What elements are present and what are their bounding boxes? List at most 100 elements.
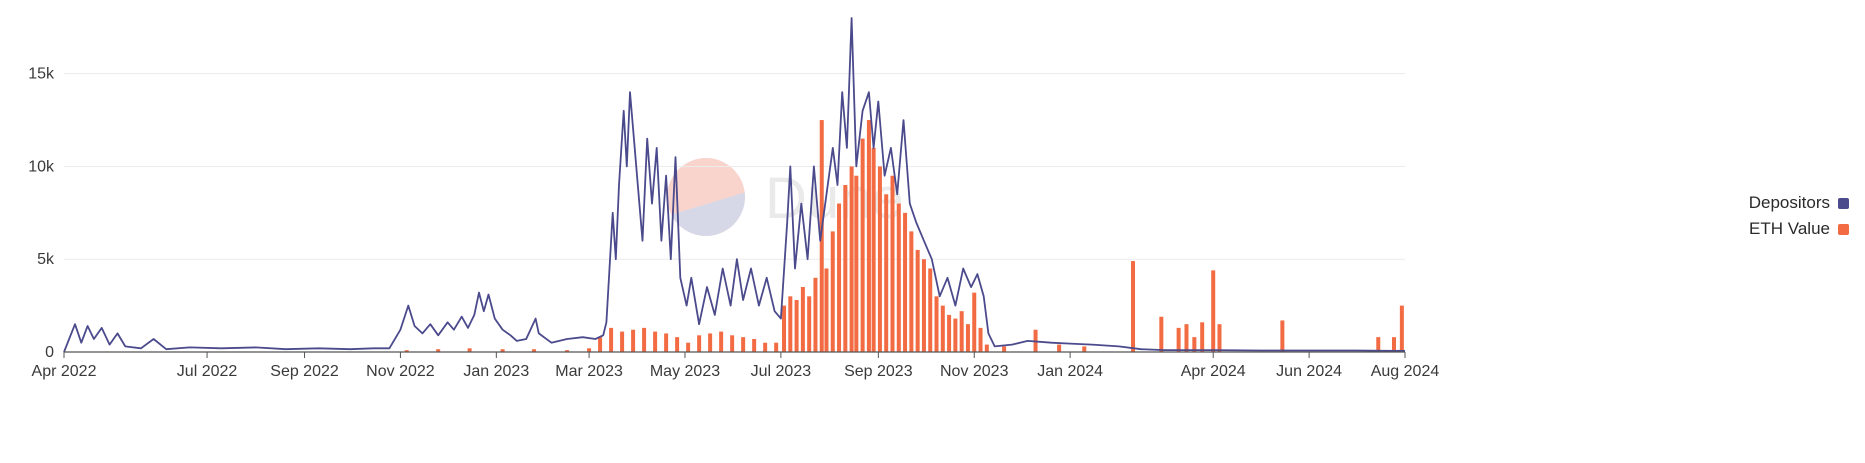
eth-value-bar [807, 296, 812, 352]
x-tick-label: Nov 2023 [940, 363, 1009, 380]
y-tick-label: 5k [37, 251, 55, 268]
eth-value-bar [587, 348, 592, 352]
eth-value-bar [697, 335, 702, 352]
eth-value-bar [708, 333, 713, 352]
eth-value-bar [620, 331, 625, 352]
eth-value-bar [837, 203, 842, 352]
eth-value-bar [1176, 327, 1181, 352]
eth-value-bar [928, 268, 933, 352]
x-tick-label: Sep 2022 [270, 363, 339, 380]
x-tick-label: Jun 2024 [1276, 363, 1342, 380]
eth-value-bar [866, 120, 871, 352]
eth-value-bar [1131, 261, 1136, 352]
eth-value-bar [1200, 322, 1205, 352]
eth-value-bar [800, 287, 805, 352]
eth-value-bar [565, 350, 570, 352]
x-tick-label: Aug 2024 [1371, 363, 1440, 380]
legend-label-eth-value: ETH Value [1749, 219, 1830, 238]
eth-value-bar [653, 331, 658, 352]
eth-value-bar [467, 348, 472, 352]
eth-value-bar [824, 268, 829, 352]
eth-value-bar [921, 259, 926, 352]
x-tick-label: Apr 2024 [1181, 363, 1246, 380]
eth-value-bar [500, 349, 505, 352]
x-tick-label: Sep 2023 [844, 363, 913, 380]
x-tick-label: Nov 2022 [366, 363, 435, 380]
eth-value-bar [730, 335, 735, 352]
eth-value-bar [934, 296, 939, 352]
eth-value-bar [903, 212, 908, 352]
legend-item-eth-value[interactable]: ETH Value [1749, 216, 1849, 242]
depositors-line-group [63, 17, 1406, 353]
eth-value-bar [915, 249, 920, 352]
eth-value-bars [404, 120, 1404, 352]
eth-value-bar [719, 331, 724, 352]
eth-value-bar [642, 327, 647, 352]
eth-value-bar [849, 166, 854, 352]
x-tick-label: May 2023 [650, 363, 720, 380]
eth-value-bar [830, 231, 835, 352]
eth-value-bar [675, 337, 680, 352]
eth-value-bar [782, 305, 787, 352]
eth-value-bar [1184, 324, 1189, 352]
eth-value-bar [532, 349, 537, 352]
eth-value-bar [877, 166, 882, 352]
eth-value-bar [972, 292, 977, 352]
y-tick-label: 10k [28, 158, 55, 175]
eth-value-bar [843, 185, 848, 352]
legend-item-depositors[interactable]: Depositors [1749, 190, 1849, 216]
eth-value-bar [1211, 270, 1216, 352]
legend-label-depositors: Depositors [1748, 193, 1830, 212]
watermark-text: Dune [765, 166, 904, 231]
x-tick-label: Jan 2023 [463, 363, 529, 380]
eth-value-bar [763, 342, 768, 352]
x-tick-label: Mar 2023 [555, 363, 623, 380]
eth-value-bar [959, 311, 964, 352]
eth-value-bar [794, 300, 799, 352]
x-tick-label: Apr 2022 [32, 363, 97, 380]
eth-value-bar [1391, 337, 1396, 352]
eth-value-bar [984, 344, 989, 352]
y-tick-label: 0 [45, 344, 54, 361]
eth-value-bar [854, 175, 859, 352]
eth-value-bar [896, 203, 901, 352]
eth-value-bar [1192, 337, 1197, 352]
legend-swatch-depositors [1838, 197, 1849, 209]
eth-value-bar [965, 324, 970, 352]
eth-value-bar [1399, 305, 1404, 352]
eth-value-bar [1002, 346, 1007, 352]
eth-value-bar [664, 333, 669, 352]
x-tick-label: Jul 2023 [751, 363, 812, 380]
eth-value-bar [860, 138, 865, 352]
eth-value-bar [953, 318, 958, 352]
eth-value-bar [686, 342, 691, 352]
eth-value-bar [813, 277, 818, 352]
eth-value-bar [909, 231, 914, 352]
eth-value-bar [1280, 320, 1285, 352]
eth-value-bar [1376, 337, 1381, 352]
eth-value-bar [890, 175, 895, 352]
eth-value-bar [884, 194, 889, 352]
eth-value-bar [788, 296, 793, 352]
eth-value-bar [752, 339, 757, 352]
eth-value-bar [819, 120, 824, 352]
x-tick-label: Jan 2024 [1037, 363, 1103, 380]
legend: Depositors ETH Value [1749, 190, 1849, 242]
eth-value-bar [978, 327, 983, 352]
eth-value-bar [940, 305, 945, 352]
eth-value-bar [1057, 344, 1062, 352]
x-tick-label: Jul 2022 [177, 363, 238, 380]
y-tick-label: 15k [28, 66, 55, 83]
eth-value-bar [1217, 324, 1222, 352]
axes: 0 5k 10k 15k Apr 2022 Jul 2022 Sep 2022 Nov 202… [28, 66, 1439, 380]
eth-value-bar [436, 349, 441, 352]
eth-value-bar [609, 327, 614, 352]
eth-value-bar [741, 337, 746, 352]
eth-value-bar [404, 350, 409, 352]
eth-value-bar [947, 314, 952, 352]
legend-swatch-eth-value [1838, 223, 1849, 235]
eth-value-bar [1159, 316, 1164, 352]
grid [64, 73, 1405, 260]
eth-value-bar [598, 337, 603, 352]
